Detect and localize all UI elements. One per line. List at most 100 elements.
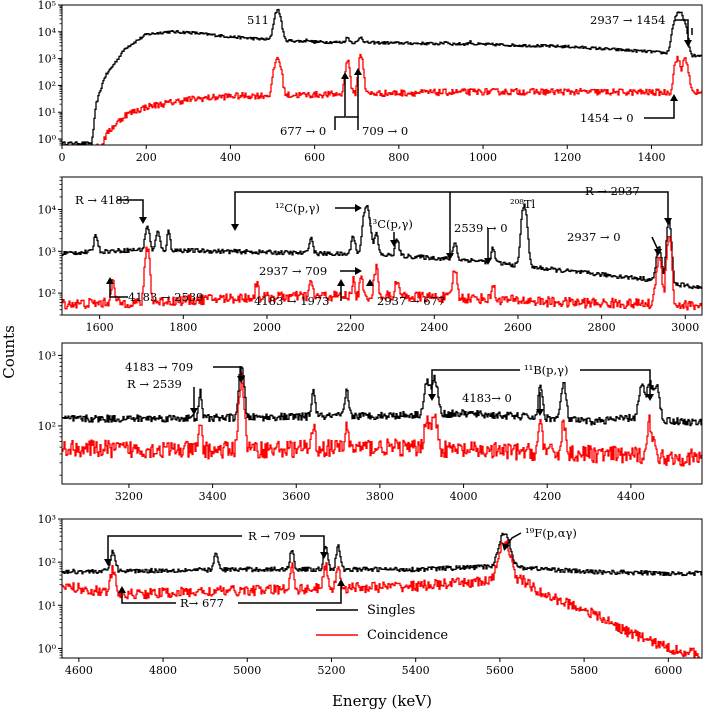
arrow-line [121,585,342,604]
panel1-ticks: 0 200 400 600 800 1000 1200 1400 10⁰ 10¹ 10² 10³ 10⁴… [38,0,666,164]
x-axis-label: Energy (keV) [332,692,432,710]
x-tick-label: 5400 [402,664,430,677]
annotation-4183-709: 4183 → 709 [125,360,193,374]
series-line-coincidence [62,53,702,145]
arrow-line [644,100,675,119]
panel3-annotations [193,366,651,410]
y-axis-label: Counts [0,325,18,379]
panel4-annotations [107,532,522,604]
x-tick-label: 1600 [86,321,114,334]
x-tick-label: 800 [388,151,409,164]
x-tick-label: 2000 [253,321,281,334]
x-tick-label: 1000 [469,151,497,164]
x-tick-label: 4400 [617,490,645,503]
panel4-arrowheads [104,543,510,593]
arrowhead [320,552,328,559]
x-tick-label: 0 [59,151,66,164]
arrowhead [664,218,672,225]
x-tick-label: 200 [136,151,157,164]
x-tick-label: 4800 [149,664,177,677]
x-tick-label: 5600 [486,664,514,677]
arrow-line [431,369,651,395]
arrowhead [670,94,678,101]
panel2-ticks: 1600 1800 2000 2200 2400 2600 2800 3000 10² 10³ 10… [38,176,699,334]
arrowhead [139,217,147,224]
annotation-4183-1973: 4183 → 1973 [254,294,329,308]
annotation-709-0: 709 → 0 [362,124,408,138]
annotation-r-709: R → 709 [248,529,296,543]
series-line-coincidence [62,540,700,658]
y-tick-label: 10³ [38,349,56,362]
x-tick-label: 4600 [65,664,93,677]
arrowhead [237,376,245,383]
x-tick-label: 6000 [654,664,682,677]
y-tick-label: 10⁵ [38,0,56,12]
arrowhead [106,277,114,284]
x-tick-label: 3400 [199,490,227,503]
arrowhead [341,72,349,79]
x-tick-label: 4000 [450,490,478,503]
y-tick-label: 10⁴ [38,204,57,217]
panel3-series [62,366,702,467]
arrow-line [346,116,359,130]
series-line-singles [62,532,702,577]
legend: Singles Coincidence [316,603,448,643]
annotation-1454-0: 1454 → 0 [580,111,634,125]
annotation-r-2937: R → 2937 [585,184,640,198]
y-tick-label: 10³ [38,53,56,66]
x-tick-label: 400 [220,151,241,164]
annotation-2937-1454: 2937 → 1454 [590,13,665,27]
panel1-series [62,8,702,145]
arrowhead [118,586,126,593]
annotation-r-4183: R → 4183 [75,193,130,207]
y-tick-label: 10³ [38,513,56,526]
arrow-line [506,532,522,546]
y-tick-label: 10² [38,556,56,569]
series-line-coincidence [62,236,702,311]
annotation-677-0: 677 → 0 [280,124,326,138]
series-line-singles [62,366,702,427]
panel2-arrowheads [106,204,672,286]
panel1-frame [61,4,703,146]
arrowhead [502,543,510,551]
arrowhead [536,409,544,416]
panel3-ticks: 3200 3400 3600 3800 4000 4200 4400 10² 10³ [38,349,645,503]
annotation-12c-pg: ¹²C(p,γ) [275,201,320,215]
arrowhead [337,579,345,586]
panel1-arrowheads [341,40,692,101]
arrowhead [104,559,112,566]
arrowhead [354,68,362,75]
x-tick-label: 5800 [570,664,598,677]
series-line-coincidence [62,372,702,467]
legend-label-coincidence: Coincidence [367,628,448,643]
annotation-2937-0: 2937 → 0 [567,230,621,244]
arrowhead [190,408,198,415]
arrowhead [484,258,492,265]
arrow-line [107,535,325,560]
x-tick-label: 2400 [420,321,448,334]
x-tick-label: 2600 [504,321,532,334]
panel4-frame [61,518,703,659]
annotation-19f-pag: ¹⁹F(p,αγ) [525,526,577,540]
arrowhead [366,279,374,286]
panel2-annotations [109,191,669,301]
arrowhead [654,249,662,256]
annotation-2539-0: 2539 → 0 [454,221,508,235]
y-tick-label: 10⁴ [38,26,57,39]
x-tick-label: 600 [304,151,325,164]
annotation-r-677: R→ 677 [180,596,224,610]
arrowhead [355,204,362,212]
panel3-arrowheads [190,376,654,416]
x-tick-label: 4200 [533,490,561,503]
annotation-511: 511 [247,13,269,27]
x-tick-label: 5000 [233,664,261,677]
x-tick-label: 3000 [671,321,699,334]
x-tick-label: 3600 [282,490,310,503]
y-tick-label: 10¹ [38,106,56,119]
arrowhead [355,267,362,275]
arrow-line [675,19,689,42]
legend-label-singles: Singles [367,603,415,618]
arrowhead [337,279,345,286]
arrowhead [428,394,436,401]
